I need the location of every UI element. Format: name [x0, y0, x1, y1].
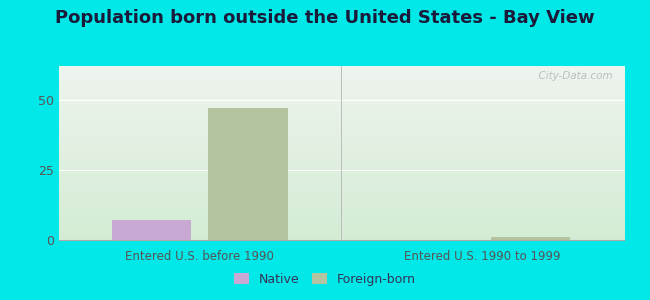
Bar	[209, 108, 287, 240]
Text: City-Data.com: City-Data.com	[532, 71, 613, 81]
Bar	[491, 237, 570, 240]
Text: Population born outside the United States - Bay View: Population born outside the United State…	[55, 9, 595, 27]
Legend: Native, Foreign-born: Native, Foreign-born	[229, 268, 421, 291]
Bar	[112, 220, 191, 240]
